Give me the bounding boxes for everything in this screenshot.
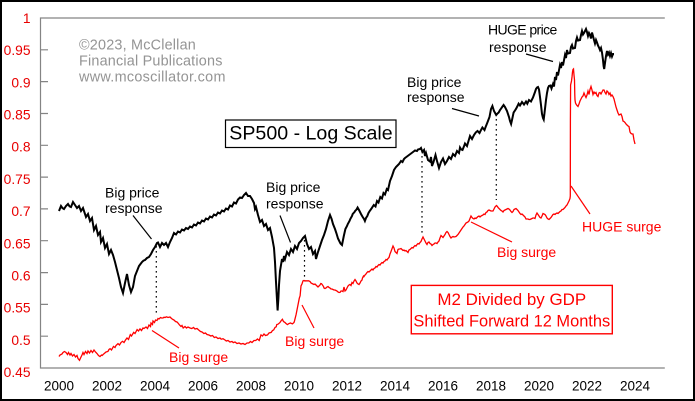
svg-text:0.55: 0.55 xyxy=(4,301,31,316)
svg-text:0.45: 0.45 xyxy=(4,365,31,380)
svg-text:Shifted Forward 12 Months: Shifted Forward 12 Months xyxy=(413,313,610,331)
svg-text:2014: 2014 xyxy=(380,379,411,394)
svg-text:2008: 2008 xyxy=(236,379,266,394)
svg-text:2004: 2004 xyxy=(140,379,171,394)
svg-text:Big surge: Big surge xyxy=(285,333,344,349)
svg-text:0.6: 0.6 xyxy=(11,269,31,284)
svg-text:0.65: 0.65 xyxy=(4,236,31,251)
svg-text:0.8: 0.8 xyxy=(11,140,31,155)
svg-text:Big surge: Big surge xyxy=(497,244,556,260)
svg-text:response: response xyxy=(407,89,465,105)
svg-text:0.7: 0.7 xyxy=(11,204,30,219)
svg-text:2022: 2022 xyxy=(572,379,602,394)
svg-text:2012: 2012 xyxy=(332,379,362,394)
svg-text:2016: 2016 xyxy=(428,379,458,394)
svg-text:2002: 2002 xyxy=(92,379,122,394)
svg-text:0.75: 0.75 xyxy=(4,172,31,187)
svg-text:HUGE price: HUGE price xyxy=(488,21,557,37)
svg-text:0.85: 0.85 xyxy=(4,108,31,123)
svg-text:M2 Divided by GDP: M2 Divided by GDP xyxy=(437,290,586,309)
svg-text:Big surge: Big surge xyxy=(169,349,228,365)
svg-text:Financial Publications: Financial Publications xyxy=(79,54,223,70)
svg-text:©2023, McClellan: ©2023, McClellan xyxy=(79,38,196,54)
svg-text:2006: 2006 xyxy=(188,379,218,394)
svg-text:Big price: Big price xyxy=(266,179,321,195)
svg-text:response: response xyxy=(105,200,163,216)
svg-text:0.95: 0.95 xyxy=(4,43,31,58)
svg-text:2020: 2020 xyxy=(524,379,554,394)
svg-text:Big price: Big price xyxy=(105,185,160,201)
svg-text:1: 1 xyxy=(23,11,31,26)
svg-text:SP500 - Log Scale: SP500 - Log Scale xyxy=(229,123,392,145)
svg-text:0.5: 0.5 xyxy=(11,333,31,348)
svg-text:0.9: 0.9 xyxy=(11,75,31,90)
svg-text:response: response xyxy=(489,39,547,55)
svg-text:2018: 2018 xyxy=(476,379,506,394)
svg-text:2000: 2000 xyxy=(44,379,74,394)
svg-text:2024: 2024 xyxy=(620,379,651,394)
svg-text:HUGE surge: HUGE surge xyxy=(582,219,662,235)
svg-text:response: response xyxy=(266,196,324,212)
svg-text:Big price: Big price xyxy=(407,74,462,90)
svg-text:www.mcoscillator.com: www.mcoscillator.com xyxy=(78,70,226,86)
svg-text:2010: 2010 xyxy=(284,379,314,394)
